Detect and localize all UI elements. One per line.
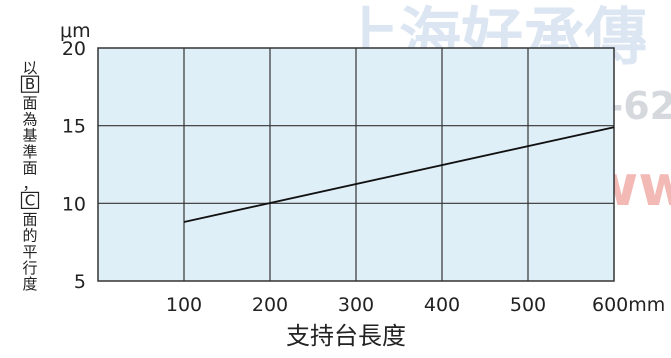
boxed-letter-frame	[20, 191, 40, 209]
y-tick-label: 20	[62, 38, 86, 60]
y-tick-label: 5	[74, 271, 86, 293]
y-label-char: 度	[22, 275, 37, 293]
y-unit-label: μm	[60, 20, 91, 42]
x-tick-label: 400	[424, 294, 460, 316]
x-tick-label: 100	[166, 294, 202, 316]
y-label-char: 面	[22, 159, 37, 177]
y-label-char: 面	[22, 210, 37, 228]
y-tick-label: 15	[62, 116, 86, 138]
grid	[98, 48, 614, 281]
series-line	[183, 126, 615, 223]
series-layer	[183, 126, 615, 223]
y-label-char: 基	[22, 127, 37, 145]
y-label-char: 準	[22, 143, 37, 161]
y-label-char: ，	[22, 175, 37, 193]
y-label-char: 為	[22, 110, 37, 128]
y-label-char: 的	[22, 227, 37, 245]
y-label-char: B	[25, 75, 35, 93]
y-tick-label: 10	[62, 193, 86, 215]
x-tick-label: 600mm	[592, 294, 665, 316]
boxed-letter-frame	[20, 75, 40, 93]
y-label-char: 行	[22, 259, 37, 277]
x-axis-label: 支持台長度	[286, 322, 406, 350]
y-label-char: 平	[22, 243, 37, 261]
x-tick-label: 200	[252, 294, 288, 316]
y-tick-labels: 5 10 15 20	[62, 38, 86, 293]
x-tick-label: 300	[338, 294, 374, 316]
x-tick-labels: 100 200 300 400 500 600mm	[166, 294, 665, 316]
y-label-char: C	[25, 191, 35, 209]
y-label-char: 以	[22, 59, 37, 77]
y-label-char: 面	[22, 94, 37, 112]
x-tick-label: 500	[510, 294, 546, 316]
